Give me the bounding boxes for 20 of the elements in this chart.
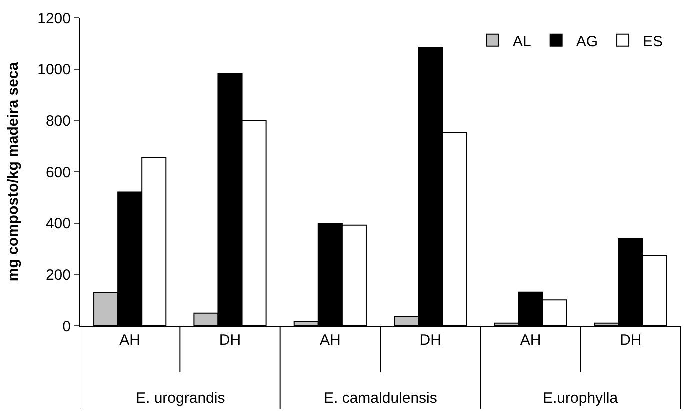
text: E. camaldulensis — [324, 390, 438, 407]
y-tick-label: 600 — [46, 164, 71, 182]
x-tick-label: DH — [420, 332, 442, 349]
text: E.urophylla — [543, 390, 619, 407]
x-tick-label: DH — [219, 332, 242, 349]
y-tick-label: 0 — [62, 318, 71, 336]
legend-label: ES — [643, 33, 664, 50]
x-tick-label: AH — [520, 332, 542, 349]
y-tick-label: 1200 — [38, 10, 71, 28]
x-tick-label: AH — [120, 332, 140, 349]
legend-label: AL — [512, 33, 532, 50]
y-tick-label: 400 — [46, 216, 71, 233]
y-axis-title: mg composto/kg madeira seca — [4, 62, 22, 282]
legend-label: AG — [576, 33, 598, 50]
y-tick-label: 200 — [46, 266, 71, 284]
y-tick-label: 800 — [46, 112, 71, 130]
x-tick-label: DH — [620, 332, 642, 349]
text: E. urograndis — [136, 390, 226, 407]
x-tick-label: AH — [320, 332, 341, 349]
y-tick-label: 1000 — [38, 62, 71, 79]
